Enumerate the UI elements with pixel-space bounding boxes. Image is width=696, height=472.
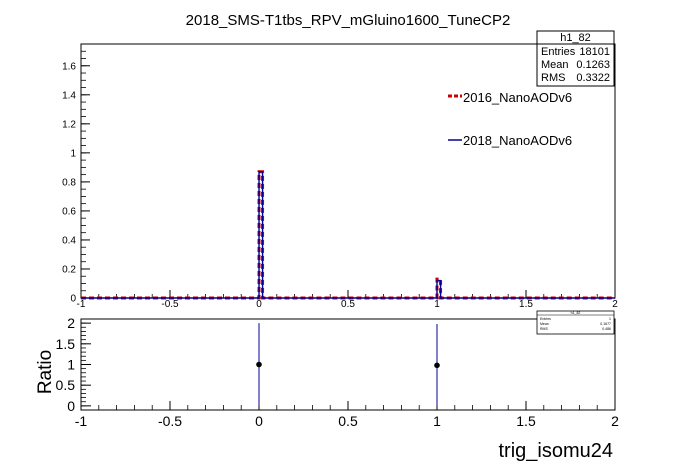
- ratio-x-tick-label: -1: [75, 413, 88, 429]
- stats-entries-label: Entries: [541, 46, 576, 58]
- top-x-tick-label: 1: [434, 299, 440, 310]
- ratio-x-tick-label: 1: [433, 413, 441, 429]
- legend: 2016_NanoAODv6 2018_NanoAODv6: [448, 90, 572, 148]
- chart-title: 2018_SMS-T1tbs_RPV_mGluino1600_TuneCP2: [186, 12, 511, 29]
- top-y-tick-label: 0.6: [62, 206, 76, 217]
- stats-box-small: h1_82 Entries 1 Mean 0.1677 RMS 0.486: [536, 310, 615, 335]
- top-x-tick-label: 2: [612, 299, 618, 310]
- legend-label-2016: 2016_NanoAODv6: [463, 90, 572, 105]
- top-axes: 0 0.2 0.4 0.6 0.8 1 1.2 1.4 1.6 -1 -0.5 0 0.5 1 1.5 2: [62, 43, 618, 310]
- top-y-tick-label: 1.2: [62, 119, 76, 130]
- stats-rms-label: RMS: [541, 72, 565, 84]
- top-x-tick-label: 0: [256, 299, 262, 310]
- ratio-y-tick-label: 0.5: [56, 377, 76, 393]
- top-y-tick-label: 0.2: [62, 264, 76, 275]
- legend-label-2018: 2018_NanoAODv6: [463, 133, 572, 148]
- top-y-tick-label: 1: [70, 148, 76, 159]
- ratio-points: [256, 323, 440, 406]
- ratio-y-tick-label: 1: [67, 357, 75, 373]
- histogram-2016_NanoAODv6: [81, 170, 615, 300]
- ratio-point: [434, 362, 440, 369]
- stats-rms-value: 0.3322: [576, 72, 610, 84]
- ratio-y-tick-label: 2: [67, 315, 75, 331]
- top-x-tick-label: -1: [77, 299, 86, 310]
- stats-small-mean-label: Mean: [540, 322, 549, 326]
- top-y-tick-label: 0.4: [62, 235, 76, 246]
- ratio-y-axis-label: Ratio: [35, 350, 56, 394]
- stats-small-rms-value: 0.486: [602, 327, 611, 331]
- top-y-tick-label: 0: [70, 294, 76, 305]
- top-x-tick-label: 1.5: [519, 299, 533, 310]
- ratio-x-tick-label: -0.5: [158, 413, 182, 429]
- top-x-tick-label: 0.5: [341, 299, 355, 310]
- top-x-tick-label: -0.5: [161, 299, 179, 310]
- ratio-x-tick-label: 0: [255, 413, 263, 429]
- stats-small-entries-label: Entries: [540, 317, 551, 321]
- x-axis-label: trig_isomu24: [498, 440, 613, 462]
- stats-entries-value: 18101: [579, 46, 610, 58]
- stats-small-entries-value: 1: [609, 317, 611, 321]
- stats-small-mean-value: 0.1677: [600, 322, 611, 326]
- top-y-tick-label: 0.8: [62, 177, 76, 188]
- histogram-2018_NanoAODv6: [81, 171, 615, 299]
- top-series: [81, 170, 615, 300]
- stats-box-name: h1_82: [560, 32, 591, 44]
- stats-small-rms-label: RMS: [540, 327, 548, 331]
- ratio-y-tick-label: 0: [67, 398, 75, 414]
- ratio-x-tick-label: 2: [611, 413, 619, 429]
- ratio-y-tick-label: 1.5: [56, 336, 76, 352]
- ratio-plot-frame: [80, 318, 616, 411]
- top-y-tick-label: 1.4: [62, 90, 76, 101]
- ratio-x-tick-label: 0.5: [338, 413, 358, 429]
- stats-box: h1_82 Entries 18101 Mean 0.1263 RMS 0.33…: [536, 30, 615, 87]
- stats-mean-label: Mean: [541, 59, 569, 71]
- ratio-x-tick-label: 1.5: [516, 413, 536, 429]
- top-plot-frame: [80, 43, 616, 299]
- ratio-point: [256, 361, 262, 368]
- top-y-tick-label: 1.6: [62, 61, 76, 72]
- ratio-axes: 0 0.5 1 1.5 2 -1 -0.5 0 0.5 1 1.5 2: [56, 315, 620, 429]
- stats-mean-value: 0.1263: [576, 59, 610, 71]
- stats-small-name: h1_82: [571, 311, 581, 315]
